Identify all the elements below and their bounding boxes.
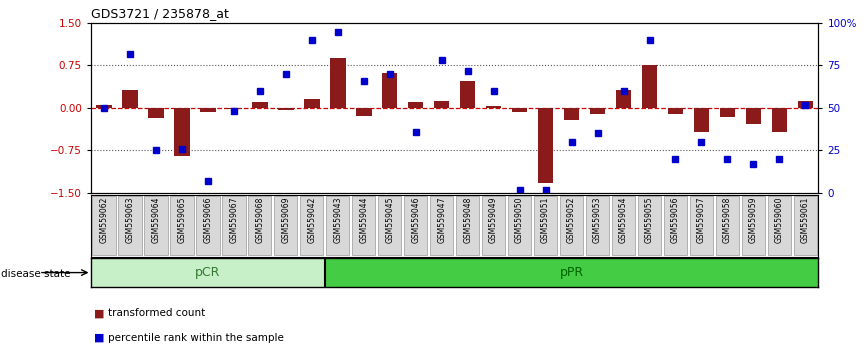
Text: GSM559062: GSM559062 xyxy=(100,196,108,243)
FancyBboxPatch shape xyxy=(430,196,454,255)
Bar xyxy=(590,108,605,114)
Text: GSM559050: GSM559050 xyxy=(515,196,524,243)
FancyBboxPatch shape xyxy=(300,196,323,255)
Text: GSM559049: GSM559049 xyxy=(489,196,498,243)
Text: GSM559066: GSM559066 xyxy=(204,196,212,243)
FancyBboxPatch shape xyxy=(456,196,480,255)
FancyBboxPatch shape xyxy=(533,196,558,255)
Bar xyxy=(325,258,818,287)
Bar xyxy=(512,108,527,112)
FancyBboxPatch shape xyxy=(767,196,792,255)
Bar xyxy=(356,108,372,116)
FancyBboxPatch shape xyxy=(507,196,531,255)
FancyBboxPatch shape xyxy=(144,196,168,255)
FancyBboxPatch shape xyxy=(170,196,193,255)
FancyBboxPatch shape xyxy=(481,196,506,255)
Text: GSM559047: GSM559047 xyxy=(437,196,446,243)
Bar xyxy=(720,108,735,117)
FancyBboxPatch shape xyxy=(793,196,817,255)
Text: transformed count: transformed count xyxy=(108,308,205,318)
Text: GSM559056: GSM559056 xyxy=(671,196,680,243)
Bar xyxy=(330,58,346,108)
Bar xyxy=(382,73,397,108)
Bar xyxy=(278,108,294,110)
Bar xyxy=(434,101,449,108)
FancyBboxPatch shape xyxy=(196,196,220,255)
Bar xyxy=(798,101,813,108)
Bar xyxy=(668,108,683,114)
Text: GSM559068: GSM559068 xyxy=(255,196,264,243)
FancyBboxPatch shape xyxy=(741,196,766,255)
FancyBboxPatch shape xyxy=(585,196,610,255)
Bar xyxy=(486,106,501,108)
Text: disease state: disease state xyxy=(1,269,70,279)
Text: GSM559048: GSM559048 xyxy=(463,196,472,243)
Text: GSM559043: GSM559043 xyxy=(333,196,342,243)
Text: GSM559052: GSM559052 xyxy=(567,196,576,243)
Text: GSM559042: GSM559042 xyxy=(307,196,316,243)
Bar xyxy=(96,105,112,108)
FancyBboxPatch shape xyxy=(118,196,142,255)
Bar xyxy=(148,108,164,118)
Bar xyxy=(746,108,761,124)
FancyBboxPatch shape xyxy=(689,196,713,255)
Bar xyxy=(252,102,268,108)
Text: GDS3721 / 235878_at: GDS3721 / 235878_at xyxy=(91,7,229,20)
Bar xyxy=(91,258,325,287)
Text: GSM559054: GSM559054 xyxy=(619,196,628,243)
FancyBboxPatch shape xyxy=(274,196,298,255)
Bar xyxy=(642,65,657,108)
Text: GSM559053: GSM559053 xyxy=(593,196,602,243)
Bar xyxy=(616,90,631,108)
Text: GSM559045: GSM559045 xyxy=(385,196,394,243)
Text: GSM559044: GSM559044 xyxy=(359,196,368,243)
Bar xyxy=(460,81,475,108)
Text: GSM559065: GSM559065 xyxy=(178,196,186,243)
Text: pCR: pCR xyxy=(195,266,221,279)
Text: GSM559046: GSM559046 xyxy=(411,196,420,243)
FancyBboxPatch shape xyxy=(248,196,272,255)
FancyBboxPatch shape xyxy=(663,196,687,255)
Bar xyxy=(226,108,242,109)
Text: GSM559059: GSM559059 xyxy=(749,196,758,243)
FancyBboxPatch shape xyxy=(378,196,402,255)
Bar xyxy=(200,108,216,112)
Bar xyxy=(408,102,423,108)
Bar xyxy=(694,108,709,132)
FancyBboxPatch shape xyxy=(326,196,350,255)
Text: percentile rank within the sample: percentile rank within the sample xyxy=(108,333,284,343)
FancyBboxPatch shape xyxy=(560,196,584,255)
Bar xyxy=(538,108,553,183)
FancyBboxPatch shape xyxy=(611,196,635,255)
Text: ■: ■ xyxy=(94,308,104,318)
Text: GSM559057: GSM559057 xyxy=(697,196,706,243)
Text: ■: ■ xyxy=(94,333,104,343)
Text: GSM559069: GSM559069 xyxy=(281,196,290,243)
FancyBboxPatch shape xyxy=(715,196,739,255)
FancyBboxPatch shape xyxy=(404,196,428,255)
Bar xyxy=(772,108,787,132)
Text: GSM559063: GSM559063 xyxy=(126,196,134,243)
FancyBboxPatch shape xyxy=(222,196,246,255)
Text: GSM559051: GSM559051 xyxy=(541,196,550,243)
Text: pPR: pPR xyxy=(559,266,584,279)
Text: GSM559067: GSM559067 xyxy=(229,196,238,243)
Text: GSM559060: GSM559060 xyxy=(775,196,784,243)
Text: GSM559064: GSM559064 xyxy=(152,196,160,243)
FancyBboxPatch shape xyxy=(352,196,376,255)
FancyBboxPatch shape xyxy=(637,196,661,255)
Bar xyxy=(174,108,190,156)
Text: GSM559055: GSM559055 xyxy=(645,196,654,243)
FancyBboxPatch shape xyxy=(92,196,115,255)
Bar xyxy=(564,108,579,120)
Text: GSM559058: GSM559058 xyxy=(723,196,732,243)
Bar xyxy=(122,90,138,108)
Bar xyxy=(304,99,320,108)
Text: GSM559061: GSM559061 xyxy=(801,196,810,243)
